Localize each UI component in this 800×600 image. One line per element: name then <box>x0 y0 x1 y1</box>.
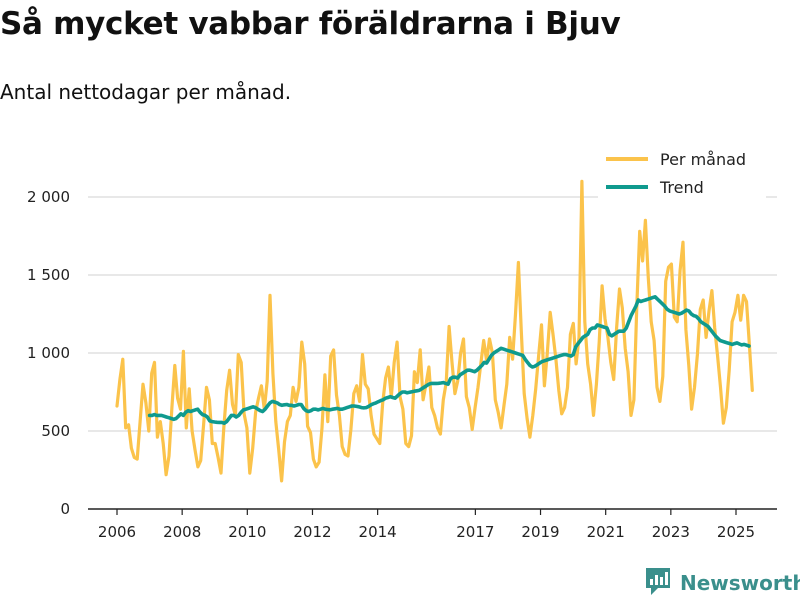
y-tick-label: 2 000 <box>27 188 70 206</box>
series-line-trend <box>147 295 751 425</box>
x-tick-label: 2017 <box>456 523 494 541</box>
x-tick-label: 2014 <box>359 523 397 541</box>
x-tick-label: 2012 <box>293 523 331 541</box>
x-tick-label: 2019 <box>521 523 559 541</box>
y-tick-label: 1 000 <box>27 344 70 362</box>
legend-label: Trend <box>659 178 704 197</box>
bar-chart-logo-icon <box>644 566 672 600</box>
legend-background <box>598 145 766 201</box>
y-axis: 0 500 1 000 1 500 2 000 <box>27 188 777 518</box>
series-group <box>115 179 754 483</box>
x-tick-label: 2010 <box>228 523 266 541</box>
brand-name: Newsworthy <box>680 571 800 595</box>
legend-label: Per månad <box>660 150 746 169</box>
x-tick-label: 2023 <box>652 523 690 541</box>
y-tick-label: 0 <box>60 500 70 518</box>
x-tick-label: 2025 <box>717 523 755 541</box>
x-axis: 2006 2008 2010 2012 2014 2017 2019 2021 2023 2025 <box>98 509 755 541</box>
x-tick-label: 2021 <box>587 523 625 541</box>
series-line-per-manad <box>115 179 754 483</box>
chart-subtitle: Antal nettodagar per månad. <box>0 80 292 104</box>
y-tick-label: 1 500 <box>27 266 70 284</box>
x-tick-label: 2008 <box>163 523 201 541</box>
x-tick-label: 2006 <box>98 523 136 541</box>
newsworthy-brand[interactable]: Newsworthy <box>644 566 800 600</box>
legend: Per månad Trend <box>598 145 766 201</box>
y-tick-label: 500 <box>41 422 70 440</box>
chart-title: Så mycket vabbar föräldrarna i Bjuv <box>0 6 621 42</box>
